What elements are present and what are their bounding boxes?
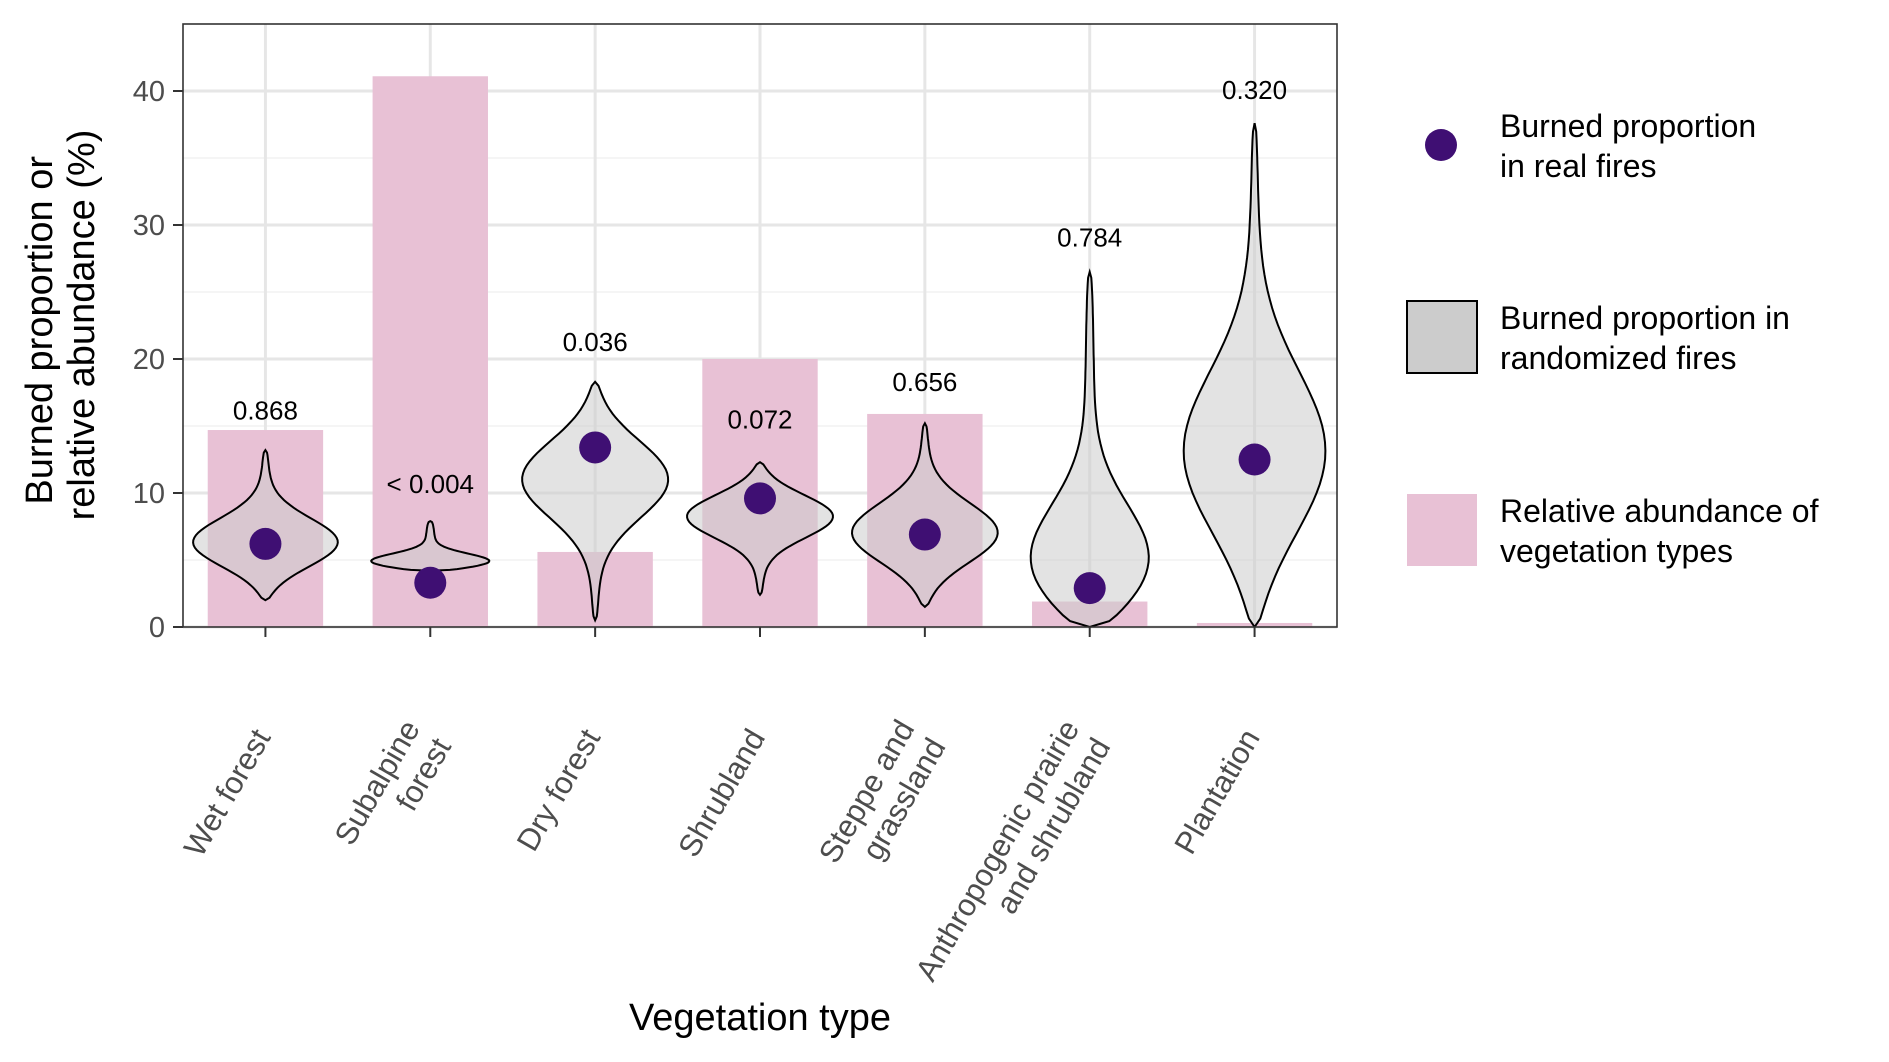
legend-label-relative-abundance-line-2: vegetation types [1500,533,1733,569]
legend-label-real-fires-line-2: in real fires [1500,148,1657,184]
real-fire-points [249,431,1271,605]
p-value-label: 0.656 [892,367,957,397]
violin-randomized [686,460,834,597]
p-value-label: 0.320 [1222,75,1287,105]
y-axis: 0 10 20 30 40 [133,76,183,644]
p-value-label: 0.868 [233,395,298,425]
y-tick-label: 40 [133,76,165,108]
legend: Burned proportion in real fires Burned p… [1406,108,1827,569]
y-axis-title-line-1: Burned proportion or [19,156,61,505]
p-value-label: 0.784 [1057,222,1122,252]
randomized-violins [192,123,1327,629]
legend-label-relative-abundance-line-1: Relative abundance of [1500,493,1819,529]
point-real-fires [249,527,282,560]
x-axis-title: Vegetation type [629,997,891,1039]
y-tick-label: 30 [133,210,165,242]
y-tick-label: 0 [149,612,165,644]
point-real-fires [414,566,447,599]
legend-label-real-fires: Burned proportion in real fires [1500,108,1765,184]
point-real-fires [579,431,612,464]
point-real-fires [1238,443,1271,476]
legend-label-relative-abundance: Relative abundance of vegetation types [1500,493,1827,569]
violin-randomized [1182,123,1327,629]
legend-key-randomized-fires [1406,300,1478,374]
p-value-label: 0.072 [727,405,792,435]
y-tick-label: 20 [133,344,165,376]
violin-randomized [521,380,670,623]
p-value-label: < 0.004 [387,469,474,499]
point-real-fires [744,482,776,515]
p-value-labels: 0.868 < 0.004 0.036 0.072 0.656 0.784 0.320 [233,75,1287,499]
legend-label-randomized-fires-line-1: Burned proportion in [1500,300,1790,336]
point-real-fires [1073,572,1106,605]
violin-randomized [192,448,339,602]
violin-randomized [370,519,491,572]
p-value-label: 0.036 [563,327,628,357]
legend-label-randomized-fires: Burned proportion in randomized fires [1500,300,1799,376]
y-tick-label: 10 [133,478,165,510]
y-axis-title: Burned proportion or relative abundance … [19,130,103,521]
violin-randomized [1029,268,1150,629]
legend-key-relative-abundance [1407,494,1477,566]
legend-key-real-fires [1425,129,1457,161]
point-real-fires [908,518,941,551]
legend-label-randomized-fires-line-2: randomized fires [1500,340,1737,376]
y-axis-title-line-2: relative abundance (%) [61,130,103,521]
legend-label-real-fires-line-1: Burned proportion [1500,108,1756,144]
violin-randomized [850,421,999,609]
